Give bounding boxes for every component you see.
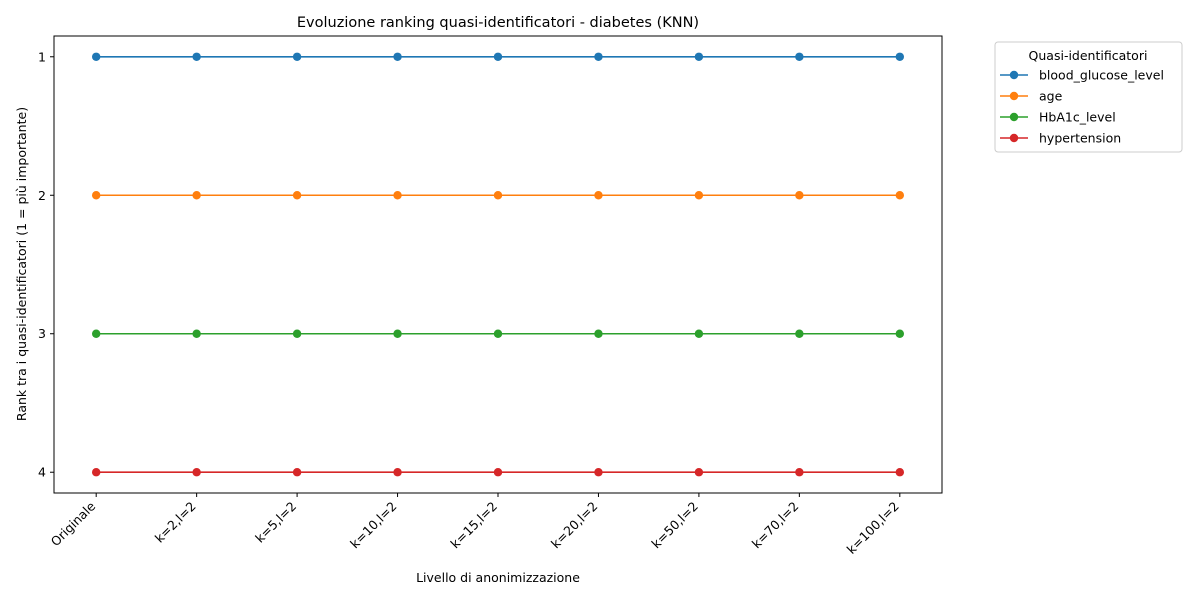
y-tick-label: 4	[38, 465, 46, 480]
data-point	[594, 329, 603, 338]
legend-title: Quasi-identificatori	[1029, 48, 1148, 63]
legend: Quasi-identificatori blood_glucose_level…	[994, 41, 1183, 153]
data-point	[895, 329, 905, 338]
series-age	[91, 191, 905, 200]
x-tick-label: k=20,l=2	[548, 499, 601, 552]
legend-item: hypertension	[1000, 131, 1121, 146]
data-point	[292, 329, 302, 338]
data-point	[493, 329, 503, 338]
plot-frame	[53, 35, 943, 494]
legend-marker	[1009, 133, 1019, 143]
series-hypertension	[91, 468, 905, 477]
legend-marker	[1009, 91, 1019, 101]
data-point	[192, 52, 201, 61]
data-point	[393, 191, 402, 200]
legend-box	[994, 41, 1183, 153]
data-point	[292, 191, 302, 200]
x-tick-label: Originale	[48, 498, 99, 549]
legend-label: HbA1c_level	[1039, 110, 1116, 125]
y-tick-label: 2	[38, 188, 46, 203]
data-point	[393, 329, 402, 338]
data-point	[493, 52, 503, 61]
x-tick-label: k=50,l=2	[648, 499, 701, 552]
data-point	[493, 468, 503, 477]
series-blood_glucose_level	[91, 52, 905, 61]
data-point	[91, 468, 101, 477]
data-point	[594, 468, 603, 477]
legend-item: HbA1c_level	[1000, 110, 1116, 125]
data-point	[91, 52, 101, 61]
data-point	[292, 468, 302, 477]
x-tick-label: k=70,l=2	[749, 499, 802, 552]
x-tick-label: k=15,l=2	[447, 499, 500, 552]
legend-label: blood_glucose_level	[1039, 68, 1164, 83]
data-point	[795, 329, 804, 338]
data-point	[895, 468, 905, 477]
x-tick-label: k=100,l=2	[844, 499, 902, 557]
x-tick-label: k=5,l=2	[252, 499, 299, 546]
data-point	[895, 52, 905, 61]
series-HbA1c_level	[91, 329, 905, 338]
data-point	[594, 52, 603, 61]
data-point	[795, 52, 804, 61]
chart-title: Evoluzione ranking quasi-identificatori …	[297, 15, 699, 31]
data-point	[795, 468, 804, 477]
y-tick-label: 3	[38, 326, 46, 341]
legend-marker	[1009, 112, 1019, 122]
data-point	[493, 191, 503, 200]
data-point	[192, 329, 201, 338]
data-point	[895, 191, 905, 200]
data-point	[694, 52, 704, 61]
data-point	[91, 191, 101, 200]
legend-item: age	[1000, 89, 1063, 104]
data-point	[192, 191, 201, 200]
legend-label: hypertension	[1039, 131, 1121, 146]
data-point	[192, 468, 201, 477]
x-tick-label: k=2,l=2	[152, 499, 199, 546]
legend-marker	[1009, 70, 1019, 80]
data-point	[795, 191, 804, 200]
legend-label: age	[1039, 89, 1063, 104]
data-point	[292, 52, 302, 61]
x-axis-label: Livello di anonimizzazione	[416, 570, 580, 585]
plot-area: Originale k=2,l=2 k=5,l=2 k=10,l=2 k=15,l=2 k…	[38, 35, 943, 557]
data-point	[91, 329, 101, 338]
data-point	[393, 52, 402, 61]
data-point	[694, 468, 704, 477]
legend-item: blood_glucose_level	[1000, 68, 1164, 83]
x-tick-label: k=10,l=2	[347, 499, 400, 552]
data-point	[694, 329, 704, 338]
data-point	[393, 468, 402, 477]
data-point	[694, 191, 704, 200]
y-tick-label: 1	[38, 49, 46, 64]
data-point	[594, 191, 603, 200]
y-axis-label: Rank tra i quasi-identificatori (1 = più…	[14, 107, 29, 421]
